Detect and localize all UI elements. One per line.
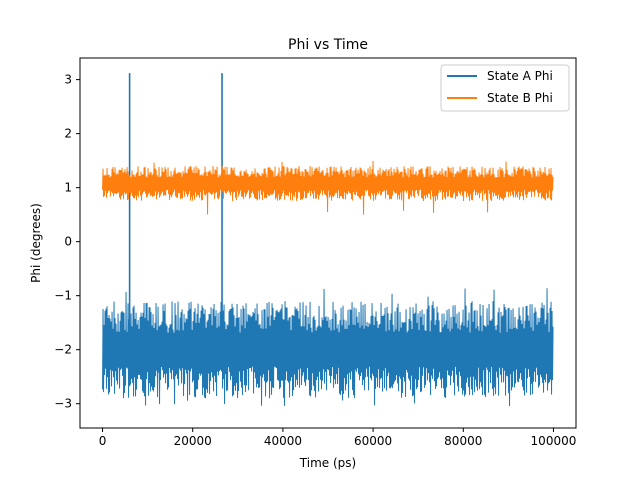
x-tick-label: 40000 bbox=[264, 434, 302, 448]
y-tick-label: −1 bbox=[54, 289, 72, 303]
x-tick-label: 60000 bbox=[354, 434, 392, 448]
legend: State A Phi State B Phi bbox=[440, 64, 570, 112]
y-tick-label: −3 bbox=[54, 397, 72, 411]
y-tick-label: 1 bbox=[64, 181, 72, 195]
plot-area-frame bbox=[79, 57, 577, 429]
y-tick-label: 3 bbox=[64, 73, 72, 87]
y-tick-label: −2 bbox=[54, 343, 72, 357]
chart-title: Phi vs Time bbox=[288, 37, 368, 53]
series-line-1 bbox=[102, 160, 554, 215]
legend-label-state-a: State A Phi bbox=[487, 69, 553, 83]
x-axis-label: Time (ps) bbox=[299, 456, 356, 470]
legend-label-state-b: State B Phi bbox=[487, 91, 553, 105]
y-axis-label: Phi (degrees) bbox=[29, 203, 43, 283]
x-tick-label: 0 bbox=[99, 434, 107, 448]
x-tick-label: 20000 bbox=[174, 434, 212, 448]
y-tick-label: 0 bbox=[64, 235, 72, 249]
x-tick-label: 100000 bbox=[531, 434, 577, 448]
x-tick-label: 80000 bbox=[444, 434, 482, 448]
y-tick-label: 2 bbox=[64, 127, 72, 141]
series-line-0 bbox=[102, 288, 554, 407]
